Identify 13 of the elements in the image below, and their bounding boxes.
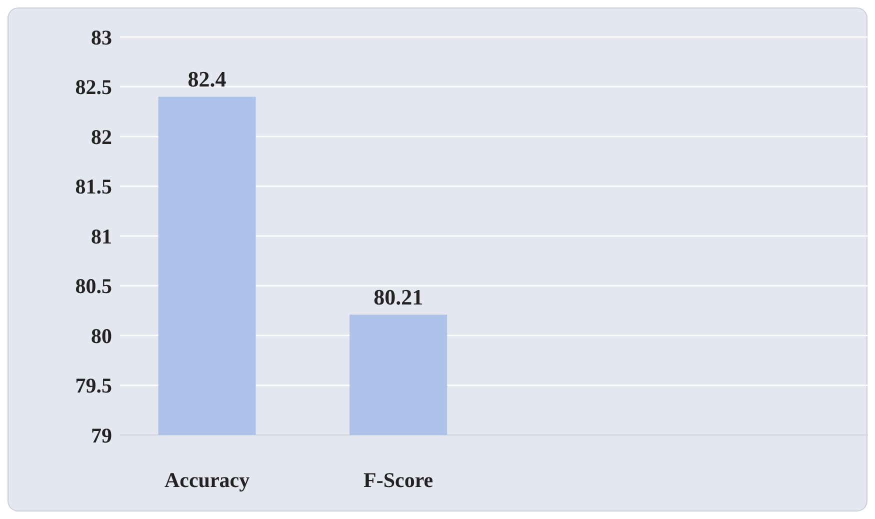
y-tick-label: 83	[91, 25, 112, 50]
y-tick-label: 79	[91, 423, 112, 448]
x-tick-label: F-Score	[364, 468, 434, 492]
y-tick-label: 81	[91, 224, 112, 248]
y-tick-label: 82	[91, 124, 112, 149]
data-label: 80.21	[374, 284, 424, 310]
y-tick-label: 80.5	[75, 274, 112, 298]
y-tick-label: 82.5	[75, 75, 112, 100]
y-tick-label: 80	[91, 324, 112, 348]
y-tick-label: 81.5	[75, 174, 112, 199]
x-tick-label: Accuracy	[164, 468, 250, 492]
y-tick-label: 79.5	[75, 374, 112, 398]
data-label: 82.4	[188, 66, 226, 92]
